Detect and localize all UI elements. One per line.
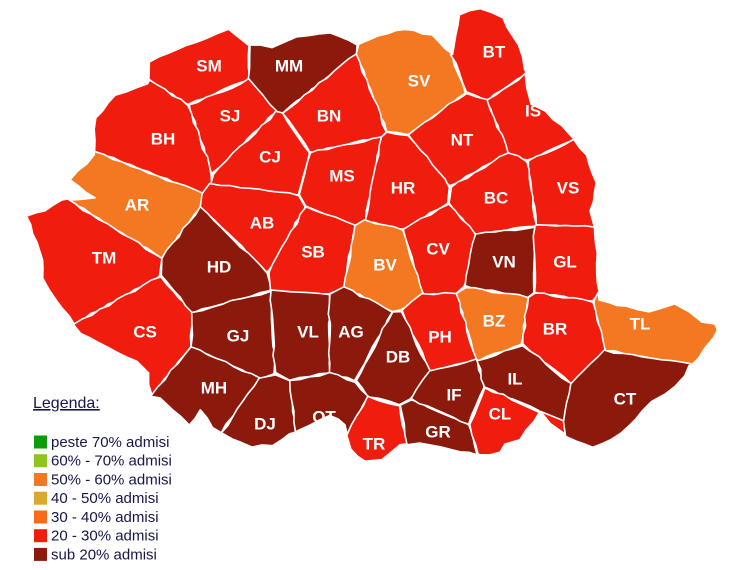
svg-text:BT: BT: [483, 42, 506, 61]
svg-text:BR: BR: [543, 319, 568, 338]
svg-text:BN: BN: [317, 106, 342, 125]
svg-text:MH: MH: [201, 378, 227, 397]
svg-text:30 - 40% admisi: 30 - 40% admisi: [51, 509, 159, 526]
svg-text:GJ: GJ: [227, 326, 250, 345]
svg-text:DB: DB: [386, 347, 411, 366]
svg-text:40 - 50% admisi: 40 - 50% admisi: [51, 490, 159, 507]
svg-text:TM: TM: [92, 248, 117, 267]
svg-text:MS: MS: [329, 166, 355, 185]
svg-text:TR: TR: [363, 434, 386, 453]
svg-text:NT: NT: [451, 130, 474, 149]
svg-text:20 - 30% admisi: 20 - 30% admisi: [51, 528, 159, 545]
svg-text:60% - 70% admisi: 60% - 70% admisi: [51, 453, 172, 470]
svg-text:OT: OT: [312, 407, 336, 426]
svg-text:MM: MM: [275, 56, 303, 75]
svg-text:CL: CL: [489, 404, 512, 423]
svg-text:sub 20% admisi: sub 20% admisi: [51, 546, 157, 563]
svg-text:AB: AB: [250, 213, 275, 232]
svg-text:IS: IS: [525, 101, 541, 120]
svg-text:AG: AG: [338, 322, 364, 341]
svg-text:PH: PH: [428, 327, 452, 346]
svg-text:SJ: SJ: [220, 106, 241, 125]
svg-text:SM: SM: [196, 56, 222, 75]
svg-text:DJ: DJ: [254, 414, 276, 433]
svg-text:SV: SV: [408, 71, 431, 90]
svg-text:IL: IL: [507, 369, 522, 388]
svg-text:GL: GL: [553, 252, 577, 271]
svg-text:HR: HR: [391, 178, 416, 197]
svg-text:VL: VL: [297, 322, 319, 341]
svg-text:BH: BH: [151, 129, 176, 148]
svg-text:CS: CS: [133, 322, 157, 341]
svg-text:TL: TL: [630, 314, 651, 333]
svg-text:BV: BV: [373, 255, 397, 274]
svg-text:50% - 60% admisi: 50% - 60% admisi: [51, 472, 172, 489]
svg-text:CT: CT: [614, 389, 637, 408]
svg-text:IF: IF: [446, 385, 461, 404]
svg-text:BC: BC: [484, 188, 509, 207]
svg-text:VN: VN: [492, 252, 516, 271]
svg-text:HD: HD: [207, 257, 232, 276]
svg-text:VS: VS: [557, 178, 580, 197]
svg-text:Legenda:: Legenda:: [33, 395, 100, 412]
svg-text:CV: CV: [426, 239, 450, 258]
svg-text:AR: AR: [125, 195, 150, 214]
svg-text:SB: SB: [301, 242, 325, 261]
svg-text:GR: GR: [425, 422, 451, 441]
svg-text:BZ: BZ: [483, 311, 506, 330]
svg-text:CJ: CJ: [259, 147, 281, 166]
svg-text:peste 70% admisi: peste 70% admisi: [51, 434, 169, 451]
